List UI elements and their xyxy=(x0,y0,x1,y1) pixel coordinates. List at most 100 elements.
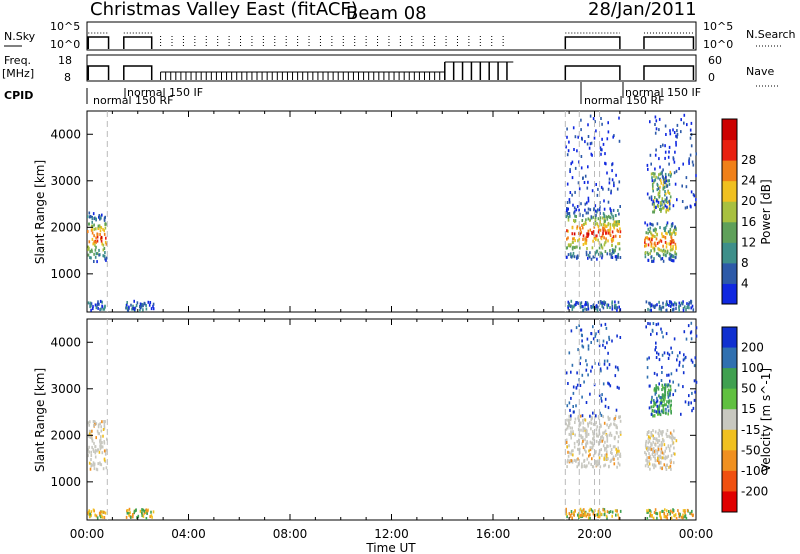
data-cell xyxy=(141,513,143,517)
data-cell xyxy=(656,252,658,256)
data-cell xyxy=(103,449,106,453)
data-cell xyxy=(577,428,580,431)
data-cell xyxy=(665,446,668,450)
data-cell xyxy=(569,214,571,218)
data-cell xyxy=(689,136,692,140)
data-cell xyxy=(606,444,608,448)
data-cell xyxy=(663,185,666,189)
data-cell xyxy=(589,251,591,255)
data-cell xyxy=(650,232,653,236)
data-cell xyxy=(668,162,670,166)
data-cell xyxy=(652,210,654,214)
data-cell xyxy=(693,364,696,368)
colorbar-swatch xyxy=(722,139,737,161)
data-cell xyxy=(654,115,657,119)
data-cell xyxy=(580,166,583,170)
data-cell xyxy=(664,457,667,461)
freq-trace xyxy=(87,65,110,80)
data-cell xyxy=(571,176,574,180)
data-cell xyxy=(663,397,666,401)
data-cell xyxy=(609,222,612,226)
data-cell xyxy=(608,177,611,181)
data-cell xyxy=(152,510,155,514)
data-cell xyxy=(668,373,670,377)
data-cell xyxy=(649,436,651,440)
data-cell xyxy=(645,325,647,329)
colorbar-swatch xyxy=(722,242,737,264)
data-cell xyxy=(572,203,574,207)
data-cell xyxy=(675,307,677,311)
data-cell xyxy=(600,323,603,327)
data-cell xyxy=(669,304,672,308)
colorbar-swatch xyxy=(722,327,737,349)
data-cell xyxy=(667,412,669,416)
data-cell xyxy=(103,420,105,423)
data-cell xyxy=(607,187,610,191)
data-cell xyxy=(666,516,668,520)
data-cell xyxy=(605,514,608,518)
data-cell xyxy=(600,251,602,255)
data-cell xyxy=(94,243,96,247)
data-cell xyxy=(677,383,680,387)
data-cell xyxy=(653,208,656,212)
data-cell xyxy=(585,218,587,222)
data-cell xyxy=(96,516,99,520)
data-cell xyxy=(596,513,599,517)
data-cell xyxy=(649,230,651,233)
data-cell xyxy=(575,303,577,306)
data-cell xyxy=(618,242,621,246)
data-cell xyxy=(672,247,674,251)
data-cell xyxy=(646,462,649,466)
colorbar-tick-label: 100 xyxy=(741,361,764,375)
data-cell xyxy=(95,217,97,221)
data-cell xyxy=(598,442,600,446)
data-cell xyxy=(652,246,654,250)
freq-trace xyxy=(643,65,695,80)
data-cell xyxy=(662,177,665,181)
data-cell xyxy=(616,306,619,310)
data-cell xyxy=(603,300,605,304)
data-cell xyxy=(616,334,618,338)
data-cell xyxy=(655,356,658,359)
data-cell xyxy=(602,232,604,235)
data-cell xyxy=(104,304,106,308)
data-cell xyxy=(136,301,139,305)
data-cell xyxy=(682,509,685,513)
data-cell xyxy=(666,456,668,460)
data-cell xyxy=(567,212,569,216)
power-data-cells xyxy=(87,111,697,312)
data-cell xyxy=(88,240,91,244)
data-cell xyxy=(655,119,658,123)
data-cell xyxy=(95,245,97,249)
data-cell xyxy=(669,202,671,206)
data-cell xyxy=(658,254,660,257)
data-cell xyxy=(599,411,601,415)
data-cell xyxy=(596,210,598,214)
data-cell xyxy=(582,305,584,309)
data-cell xyxy=(567,304,569,308)
data-cell xyxy=(98,215,100,219)
data-cell xyxy=(567,454,570,458)
data-cell xyxy=(662,248,665,252)
data-cell xyxy=(618,305,620,309)
data-cell xyxy=(653,463,656,467)
cpid-annotation-1: normal 150 IF xyxy=(127,86,203,99)
data-cell xyxy=(91,429,93,433)
data-cell xyxy=(669,129,671,133)
data-cell xyxy=(611,248,614,252)
data-cell xyxy=(682,358,685,362)
data-cell xyxy=(604,404,607,408)
data-cell xyxy=(606,450,608,454)
data-cell xyxy=(612,235,615,239)
data-cell xyxy=(150,307,153,311)
data-cell xyxy=(662,411,665,415)
data-cell xyxy=(593,207,595,211)
data-cell xyxy=(664,181,666,185)
data-cell xyxy=(588,454,590,458)
ytick-label: 2000 xyxy=(50,220,81,234)
data-cell xyxy=(614,245,617,249)
data-cell xyxy=(567,458,569,462)
data-cell xyxy=(662,404,665,408)
